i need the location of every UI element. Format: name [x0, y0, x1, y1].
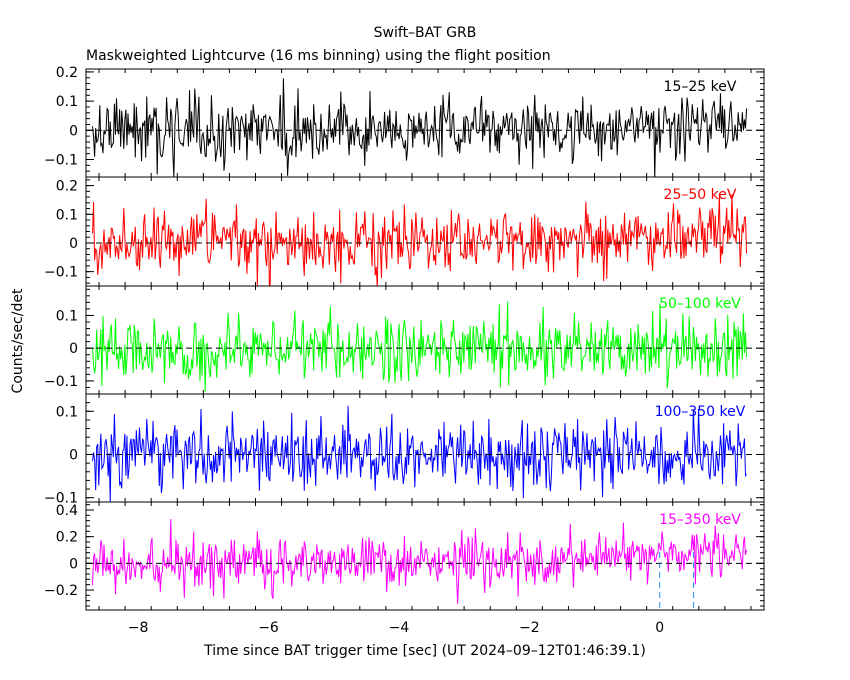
panel-3: −0.1 0 0.1 50–100 keV: [44, 285, 765, 395]
series-line-2: [92, 193, 748, 286]
y-tick-label: −0.1: [44, 491, 78, 507]
y-tick-label: 0.1: [56, 94, 78, 110]
y-tick-label: 0: [69, 341, 78, 357]
panel-5: −0.2 0 0.2 0.4 15–350 keV: [44, 501, 765, 611]
x-tick-label: −2: [519, 620, 540, 636]
x-tick-label: −8: [128, 620, 149, 636]
y-tick-label: 0: [69, 556, 78, 572]
panel-1: −0.1 0 0.1 0.2 15–25 keV: [44, 65, 765, 178]
panel-label: 15–25 keV: [664, 79, 737, 95]
y-tick-label: 0.1: [56, 404, 78, 420]
panel-label: 15–350 keV: [659, 512, 741, 528]
panel-4: −0.1 0 0.1 100–350 keV: [44, 393, 765, 507]
panel-label: 100–350 keV: [655, 404, 746, 420]
series-line-1: [92, 78, 748, 177]
panel-label: 50–100 keV: [659, 296, 741, 312]
y-tick-label: 0.4: [56, 503, 78, 519]
series-line-3: [92, 301, 748, 392]
series-line-5: [92, 518, 748, 604]
y-tick-label: 0.2: [56, 179, 78, 195]
y-tick-label: 0.2: [56, 65, 78, 81]
y-tick-label: 0: [69, 123, 78, 139]
series-line-4: [92, 405, 747, 502]
chart-subtitle: Maskweighted Lightcurve (16 ms binning) …: [86, 48, 551, 64]
panel-label: 25–50 keV: [664, 187, 737, 203]
x-tick-label: 0: [655, 620, 664, 636]
x-axis-label: Time since BAT trigger time [sec] (UT 20…: [203, 643, 646, 659]
y-tick-label: 0: [69, 236, 78, 252]
y-tick-label: 0.2: [56, 530, 78, 546]
y-tick-label: −0.2: [44, 583, 78, 599]
panel-2: −0.1 0 0.1 0.2 25–50 keV: [44, 176, 765, 287]
chart-title: Swift–BAT GRB: [374, 25, 477, 41]
y-tick-label: 0.1: [56, 207, 78, 223]
y-tick-label: −0.1: [44, 265, 78, 281]
panels-group: −0.1 0 0.1 0.2 15–25 keV −0.1 0 0.1 0.2 25–50 keV…: [44, 65, 765, 636]
y-tick-label: −0.1: [44, 374, 78, 390]
y-axis-label: Counts/sec/det: [10, 288, 26, 393]
x-tick-label: −6: [258, 620, 279, 636]
x-tick-label: −4: [389, 620, 410, 636]
panel-frame: [85, 501, 765, 611]
y-tick-label: −0.1: [44, 152, 78, 168]
y-tick-label: 0: [69, 447, 78, 463]
y-tick-label: 0.1: [56, 308, 78, 324]
